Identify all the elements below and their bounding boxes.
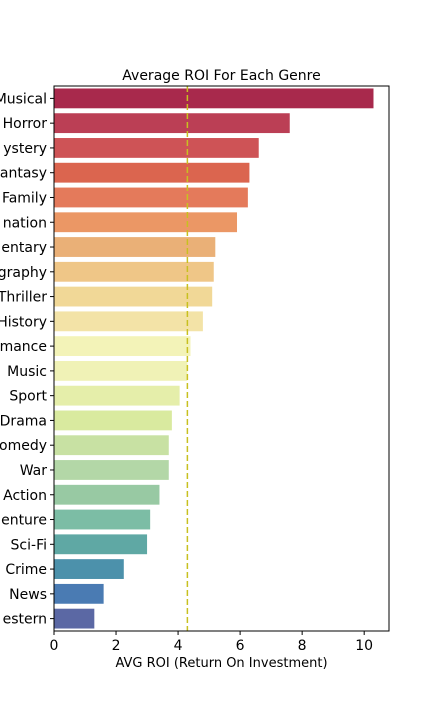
bar-family [54,187,248,208]
x-ticks: 0 2 4 6 8 10 [50,631,373,654]
bars-group [54,88,374,629]
bar-war [54,460,169,480]
y-tick-label: Musical [0,91,47,107]
bar-omedy [54,435,169,456]
y-tick-label: estern [3,612,47,628]
y-tick-label: News [9,587,47,603]
y-tick-label: Sport [9,389,47,405]
y-tick-label: entary [1,240,47,256]
bar-mance [54,336,191,357]
bar-sci-fi [54,534,148,555]
x-tick-label: 8 [298,638,307,654]
bar-entary [54,237,216,257]
y-tick-label: mance [0,339,47,355]
y-tick-label: ystery [3,141,47,157]
y-tick-label: antasy [0,166,47,182]
bar-sport [54,385,180,406]
x-tick-label: 0 [50,638,59,654]
x-tick-label: 10 [355,638,373,654]
bar-thriller [54,286,213,307]
plot-frame [53,85,390,632]
bar-horror [54,113,290,134]
y-tick-label: graphy [0,265,47,281]
y-tick-label: Action [3,488,47,504]
y-tick-label: Crime [5,562,47,578]
y-tick-label: Family [2,190,47,206]
bar-ystery [54,138,259,158]
y-tick-label: Thriller [0,290,47,306]
bar-antasy [54,162,250,183]
x-tick-label: 2 [112,638,121,654]
bar-news [54,583,104,604]
y-tick-labels: Musical Horror ystery antasy Family nation ent… [0,91,54,628]
y-tick-label: War [20,463,48,479]
bar-drama [54,410,172,431]
y-tick-label: History [0,314,47,330]
y-tick-label: Sci-Fi [11,537,47,553]
x-axis-label: AVG ROI (Return On Investment) [115,656,327,671]
bar-crime [54,559,124,579]
y-tick-label: Drama [0,413,47,429]
x-tick-label: 4 [174,638,183,654]
y-tick-label: Music [7,364,47,380]
bar-history [54,311,203,332]
bar-music [54,360,188,381]
y-tick-label: nation [3,215,47,231]
x-tick-label: 6 [236,638,245,654]
bar-graphy [54,261,214,282]
chart-title: Average ROI For Each Genre [122,68,320,84]
bar-musical [54,88,374,109]
bar-enture [54,509,151,530]
bar-action [54,484,160,505]
y-tick-label: omedy [0,438,47,454]
y-tick-label: Horror [3,116,48,132]
bar-estern [54,608,95,629]
bar-nation [54,212,238,233]
y-tick-label: enture [1,513,47,529]
